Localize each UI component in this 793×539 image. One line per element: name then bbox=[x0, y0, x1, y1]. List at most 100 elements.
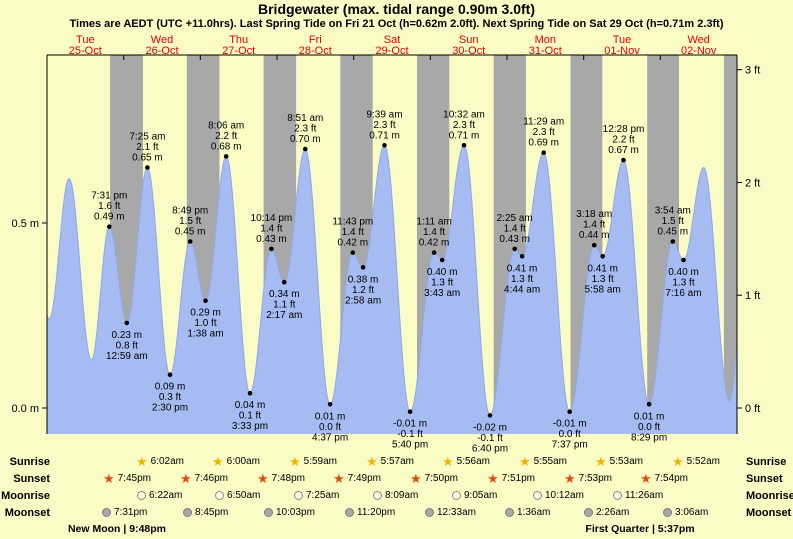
moon-phase-label: First Quarter | 5:37pm bbox=[585, 523, 695, 535]
sunset-event: ★ 7:50pm bbox=[410, 472, 458, 485]
sunrise-star-icon: ★ bbox=[442, 453, 454, 469]
sunset-time: 7:53pm bbox=[578, 473, 613, 484]
moonrise-event: 8:09am bbox=[373, 490, 418, 501]
sunrise-event: ★ 5:52am bbox=[672, 453, 721, 469]
tide-extreme-dot bbox=[167, 372, 173, 378]
sunrise-time: 5:52am bbox=[686, 456, 721, 467]
tide-extreme-label: 0.0 ft bbox=[638, 422, 660, 433]
moonset-row: Moonset 7:31pm 8:45pm 10:03pm 11:20pm 12:33am… bbox=[0, 506, 793, 523]
moonset-time: 8:45pm bbox=[195, 507, 229, 518]
day-label-date: 29-Oct bbox=[375, 45, 408, 57]
moonset-event: 1:36am bbox=[505, 507, 550, 518]
sunrise-label-right: Sunrise bbox=[746, 456, 787, 468]
left-axis-label: 0.0 m bbox=[11, 403, 39, 415]
moonset-label-right: Moonset bbox=[746, 507, 792, 519]
tide-extreme-label: 0.3 ft bbox=[159, 392, 181, 403]
tide-extreme-label: 1.4 ft bbox=[504, 223, 526, 234]
tide-extreme-label: 2:58 am bbox=[345, 295, 381, 306]
sunrise-star-icon: ★ bbox=[366, 453, 378, 469]
day-label-date: 26-Oct bbox=[145, 45, 178, 57]
tide-extreme-label: 0.71 m bbox=[449, 130, 480, 141]
sunrise-event: ★ 5:55am bbox=[519, 453, 567, 469]
tide-extreme-label: 2:17 am bbox=[266, 310, 302, 321]
tide-extreme-label: 1:11 am bbox=[416, 217, 451, 228]
tide-extreme-dot bbox=[567, 409, 572, 415]
sunset-event: ★ 7:53pm bbox=[564, 472, 613, 485]
right-axis-label: 2 ft bbox=[745, 177, 760, 189]
moonrise-time: 6:50am bbox=[227, 490, 261, 501]
moonset-circle-icon bbox=[183, 508, 192, 517]
moonset-time: 1:36am bbox=[517, 507, 551, 518]
moonrise-event: 9:05am bbox=[452, 490, 497, 501]
sunrise-star-icon: ★ bbox=[672, 453, 684, 469]
tide-extreme-label: 0.38 m bbox=[348, 274, 379, 285]
tide-extreme-dot bbox=[487, 413, 493, 418]
tide-extreme-label: 0.04 m bbox=[235, 400, 266, 411]
tide-extreme-dot bbox=[107, 224, 112, 229]
sunrise-star-icon: ★ bbox=[595, 453, 607, 469]
moonset-circle-icon bbox=[102, 508, 111, 517]
tide-extreme-dot bbox=[303, 146, 308, 152]
sunrise-star-icon: ★ bbox=[519, 453, 531, 469]
tide-extreme-label: 0.43 m bbox=[499, 234, 530, 245]
moonrise-time: 6:22am bbox=[149, 490, 183, 501]
day-label-weekday: Thu bbox=[229, 34, 248, 46]
tide-extreme-label: 2.2 ft bbox=[215, 131, 237, 142]
tide-extreme-label: 0.42 m bbox=[419, 238, 450, 249]
sunset-time: 7:45pm bbox=[117, 473, 152, 484]
moonrise-event: 11:26am bbox=[613, 490, 663, 501]
sunset-event: ★ 7:45pm bbox=[103, 472, 152, 485]
tide-extreme-label: 1.4 ft bbox=[342, 227, 364, 238]
tide-extreme-dot bbox=[350, 250, 356, 255]
tide-extreme-label: 0.68 m bbox=[211, 141, 242, 152]
tide-extreme-label: 2.3 ft bbox=[294, 124, 316, 135]
moonrise-circle-icon bbox=[613, 491, 622, 500]
day-label-weekday: Sat bbox=[384, 34, 401, 46]
moonset-event: 8:45pm bbox=[183, 507, 228, 518]
tide-extreme-label: -0.01 m bbox=[553, 419, 587, 430]
moonrise-time: 11:26am bbox=[625, 490, 664, 501]
tide-extreme-label: 8:51 am bbox=[287, 113, 323, 124]
sunrise-event: ★ 6:02am bbox=[136, 455, 185, 468]
sunset-star-icon: ★ bbox=[333, 470, 345, 486]
right-axis-label: 0 ft bbox=[745, 403, 760, 415]
sunset-event: ★ 7:46pm bbox=[180, 472, 228, 485]
tide-extreme-label: 0.71 m bbox=[369, 130, 400, 141]
moonset-circle-icon bbox=[264, 508, 273, 517]
tide-extreme-label: 0.42 m bbox=[338, 238, 369, 249]
tide-extreme-label: 1.5 ft bbox=[662, 216, 684, 227]
tide-extreme-label: 0.0 ft bbox=[559, 429, 581, 440]
moonset-event: 2:26am bbox=[584, 507, 629, 518]
tide-extreme-label: 0.40 m bbox=[668, 267, 699, 278]
tide-extreme-dot bbox=[360, 265, 366, 270]
tide-extreme-label: 11:43 pm bbox=[332, 217, 373, 228]
tide-extreme-label: 1.5 ft bbox=[179, 216, 201, 227]
tide-extreme-label: 1.1 ft bbox=[273, 300, 295, 311]
moonrise-event: 6:50am bbox=[215, 490, 260, 501]
tide-extreme-label: 1.0 ft bbox=[194, 318, 216, 329]
moonset-time: 12:33am bbox=[437, 507, 476, 518]
sunrise-time: 6:02am bbox=[150, 456, 185, 467]
sunset-event: ★ 7:54pm bbox=[640, 472, 689, 485]
tide-extreme-label: 2:30 pm bbox=[152, 403, 188, 414]
tide-extreme-label: 1:38 am bbox=[187, 329, 223, 340]
tide-extreme-label: 1.3 ft bbox=[672, 278, 694, 289]
tide-area bbox=[47, 145, 737, 435]
sunset-star-icon: ★ bbox=[487, 470, 499, 486]
tide-extreme-label: 2.3 ft bbox=[373, 120, 395, 131]
tide-extreme-dot bbox=[541, 150, 546, 155]
sunset-time: 7:54pm bbox=[654, 473, 689, 484]
moonset-time: 2:26am bbox=[596, 507, 630, 518]
tide-extreme-label: 8:29 pm bbox=[631, 432, 667, 443]
sunrise-time: 5:57am bbox=[380, 456, 415, 467]
tide-extreme-label: 0.41 m bbox=[587, 263, 618, 274]
moonset-event: 10:03pm bbox=[264, 507, 315, 518]
tide-extreme-label: 0.01 m bbox=[634, 411, 665, 422]
tide-extreme-label: -0.01 m bbox=[393, 419, 427, 430]
tide-extreme-label: 0.1 ft bbox=[239, 411, 261, 422]
moonrise-event: 6:22am bbox=[137, 490, 182, 501]
tide-extreme-label: 7:31 pm bbox=[91, 191, 127, 202]
tide-extreme-dot bbox=[681, 257, 686, 263]
tide-extreme-label: 3:43 am bbox=[424, 288, 460, 299]
sunrise-time: 5:59am bbox=[303, 456, 338, 467]
